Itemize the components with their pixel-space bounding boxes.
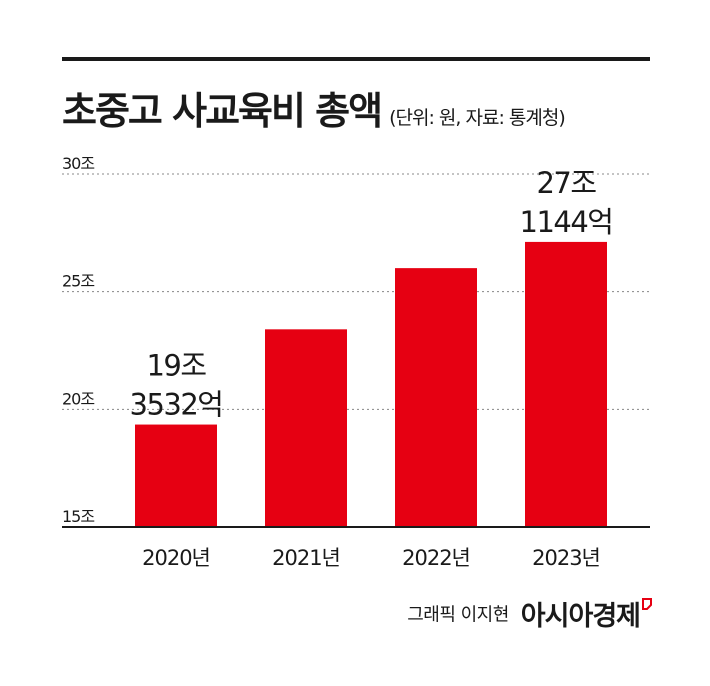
title-row: 초중고 사교육비 총액 (단위: 원, 자료: 통계청) [62,80,566,135]
credit-row: 그래픽 이지현 아시아경제 [407,594,652,633]
chart-subtitle: (단위: 원, 자료: 통계청) [389,107,566,129]
bar [525,241,607,528]
data-label-line1: 19조 [146,349,206,383]
x-tick-label: 2022년 [402,546,470,570]
data-label-line1: 27조 [536,166,596,200]
x-tick-label: 2021년 [272,546,340,570]
top-rule [62,57,650,61]
brand-logo: 아시아경제 [520,601,641,632]
x-tick-label: 2023년 [532,546,600,570]
graphic-credit: 그래픽 이지현 [407,604,509,626]
data-label-line2: 1144억 [520,205,613,239]
x-tick-label: 2020년 [142,546,210,570]
chart-title: 초중고 사교육비 총액 [62,89,383,133]
bar [135,424,217,527]
y-tick-label: 15조 [62,507,94,526]
y-tick-label: 30조 [62,154,94,173]
y-tick-label: 20조 [62,389,94,408]
data-label-line2: 3532억 [130,388,223,422]
brand-mark-icon [642,598,652,610]
bar [395,268,477,527]
y-tick-label: 25조 [62,272,94,291]
bar [265,329,347,527]
